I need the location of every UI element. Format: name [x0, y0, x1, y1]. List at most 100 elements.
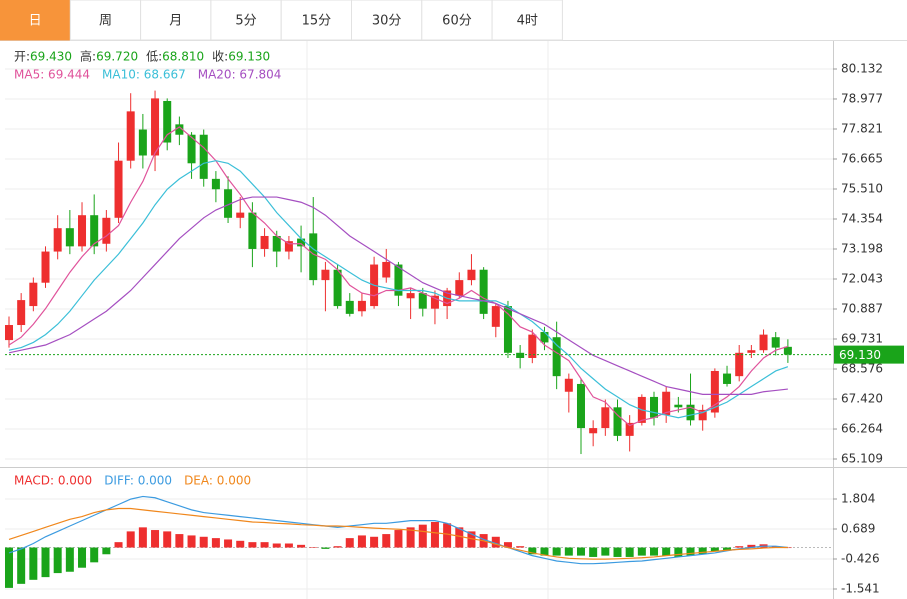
tab[interactable] — [351, 0, 423, 41]
macd-bar — [17, 547, 26, 584]
y-tick-label: 75.510 — [841, 181, 883, 195]
macd-bar — [321, 547, 330, 549]
macd-bar — [333, 546, 342, 548]
candle-body — [187, 134, 196, 164]
tab[interactable] — [280, 0, 353, 41]
tab-label[interactable]: 周 — [99, 14, 112, 29]
macd-bar — [674, 547, 683, 557]
last-price-tag — [834, 345, 904, 364]
candle-body — [710, 370, 719, 413]
candle-body — [284, 241, 293, 252]
candle-body — [297, 238, 306, 247]
candle-body — [467, 269, 476, 281]
candle-body — [674, 404, 683, 408]
candle-body — [382, 261, 391, 278]
candle-body — [491, 306, 500, 327]
candle-body — [613, 407, 622, 436]
legend-entry: MA5: 69.444 — [14, 68, 90, 82]
candle-body — [5, 325, 13, 341]
macd-bar — [224, 539, 233, 548]
candle-body — [248, 212, 257, 249]
y-tick-label: 1.804 — [841, 492, 875, 506]
candle-body — [41, 251, 50, 283]
candle-body — [211, 178, 220, 190]
candle-body — [345, 300, 354, 314]
info-label: 低: — [146, 50, 162, 64]
candle-body — [516, 352, 525, 358]
tab-label[interactable]: 60分 — [442, 14, 472, 29]
macd-bar — [576, 547, 585, 556]
candle-body — [17, 300, 26, 326]
candle-body — [78, 215, 87, 247]
legend-entry: DIFF: 0.000 — [104, 474, 172, 488]
macd-bar — [260, 542, 269, 548]
macd-bar — [41, 547, 50, 578]
candle-body — [406, 293, 415, 299]
candle-body — [528, 334, 537, 358]
y-tick-label: -1.541 — [841, 581, 880, 595]
candle-body — [53, 228, 62, 252]
candle-body — [260, 235, 269, 249]
candle-body — [686, 404, 695, 421]
candle-body — [576, 383, 585, 429]
macd-bar — [272, 543, 281, 548]
macd-bar — [637, 547, 646, 556]
candle-body — [418, 293, 427, 309]
macd-bar — [625, 547, 634, 557]
macd-bar — [552, 547, 561, 556]
ma-line — [8, 160, 789, 419]
y-tick-label: 68.576 — [841, 361, 883, 375]
macd-bar — [187, 535, 196, 548]
candle-body — [759, 334, 768, 351]
macd-bar — [723, 547, 732, 551]
macd-bar — [430, 521, 439, 548]
macd-bar — [564, 547, 573, 556]
tab-label[interactable]: 15分 — [302, 14, 332, 29]
candle-body — [735, 352, 744, 377]
candle-body — [272, 235, 281, 252]
macd-bar — [199, 536, 208, 548]
last-price-label: 69.130 — [839, 348, 881, 362]
info-label: 收: — [212, 50, 228, 64]
candle-body — [163, 100, 172, 143]
tab-label[interactable]: 日 — [29, 14, 42, 29]
tab[interactable] — [491, 0, 563, 41]
candle-body — [236, 212, 245, 218]
info-value: 68.810 — [162, 50, 204, 64]
tab[interactable] — [69, 0, 142, 41]
legend-entry: MACD: 0.000 — [14, 474, 92, 488]
tab[interactable] — [421, 0, 493, 41]
macd-bar — [710, 547, 719, 552]
macd-bar — [211, 538, 220, 548]
candle-body — [199, 134, 208, 179]
y-tick-label: 69.731 — [841, 332, 883, 346]
y-tick-label: 0.689 — [841, 521, 875, 535]
macd-bar — [503, 542, 512, 548]
macd-bar — [747, 544, 756, 548]
legend-entry: MA10: 68.667 — [102, 68, 186, 82]
macd-bar — [29, 547, 38, 580]
y-tick-label: 67.420 — [841, 392, 883, 406]
tab-label[interactable]: 30分 — [372, 14, 402, 29]
tab-label[interactable]: 5分 — [235, 14, 256, 29]
y-tick-label: 80.132 — [841, 61, 883, 75]
macd-bar — [698, 547, 707, 555]
macd-bar — [394, 530, 403, 548]
tab-label[interactable]: 月 — [169, 14, 182, 29]
y-tick-label: -0.426 — [841, 551, 880, 565]
candle-body — [698, 409, 707, 421]
candle-body — [333, 269, 342, 307]
macd-bar — [78, 547, 87, 568]
macd-bar — [357, 535, 366, 548]
macd-bar — [138, 527, 147, 548]
y-tick-label: 66.264 — [841, 422, 883, 436]
candle-body — [479, 269, 488, 314]
candle-body — [552, 337, 561, 377]
candle-body — [625, 422, 634, 436]
tab[interactable] — [140, 0, 212, 41]
candle-body — [662, 391, 671, 416]
candle-body — [65, 228, 74, 247]
tab-label[interactable]: 4时 — [517, 14, 538, 29]
macd-bar — [455, 527, 464, 548]
